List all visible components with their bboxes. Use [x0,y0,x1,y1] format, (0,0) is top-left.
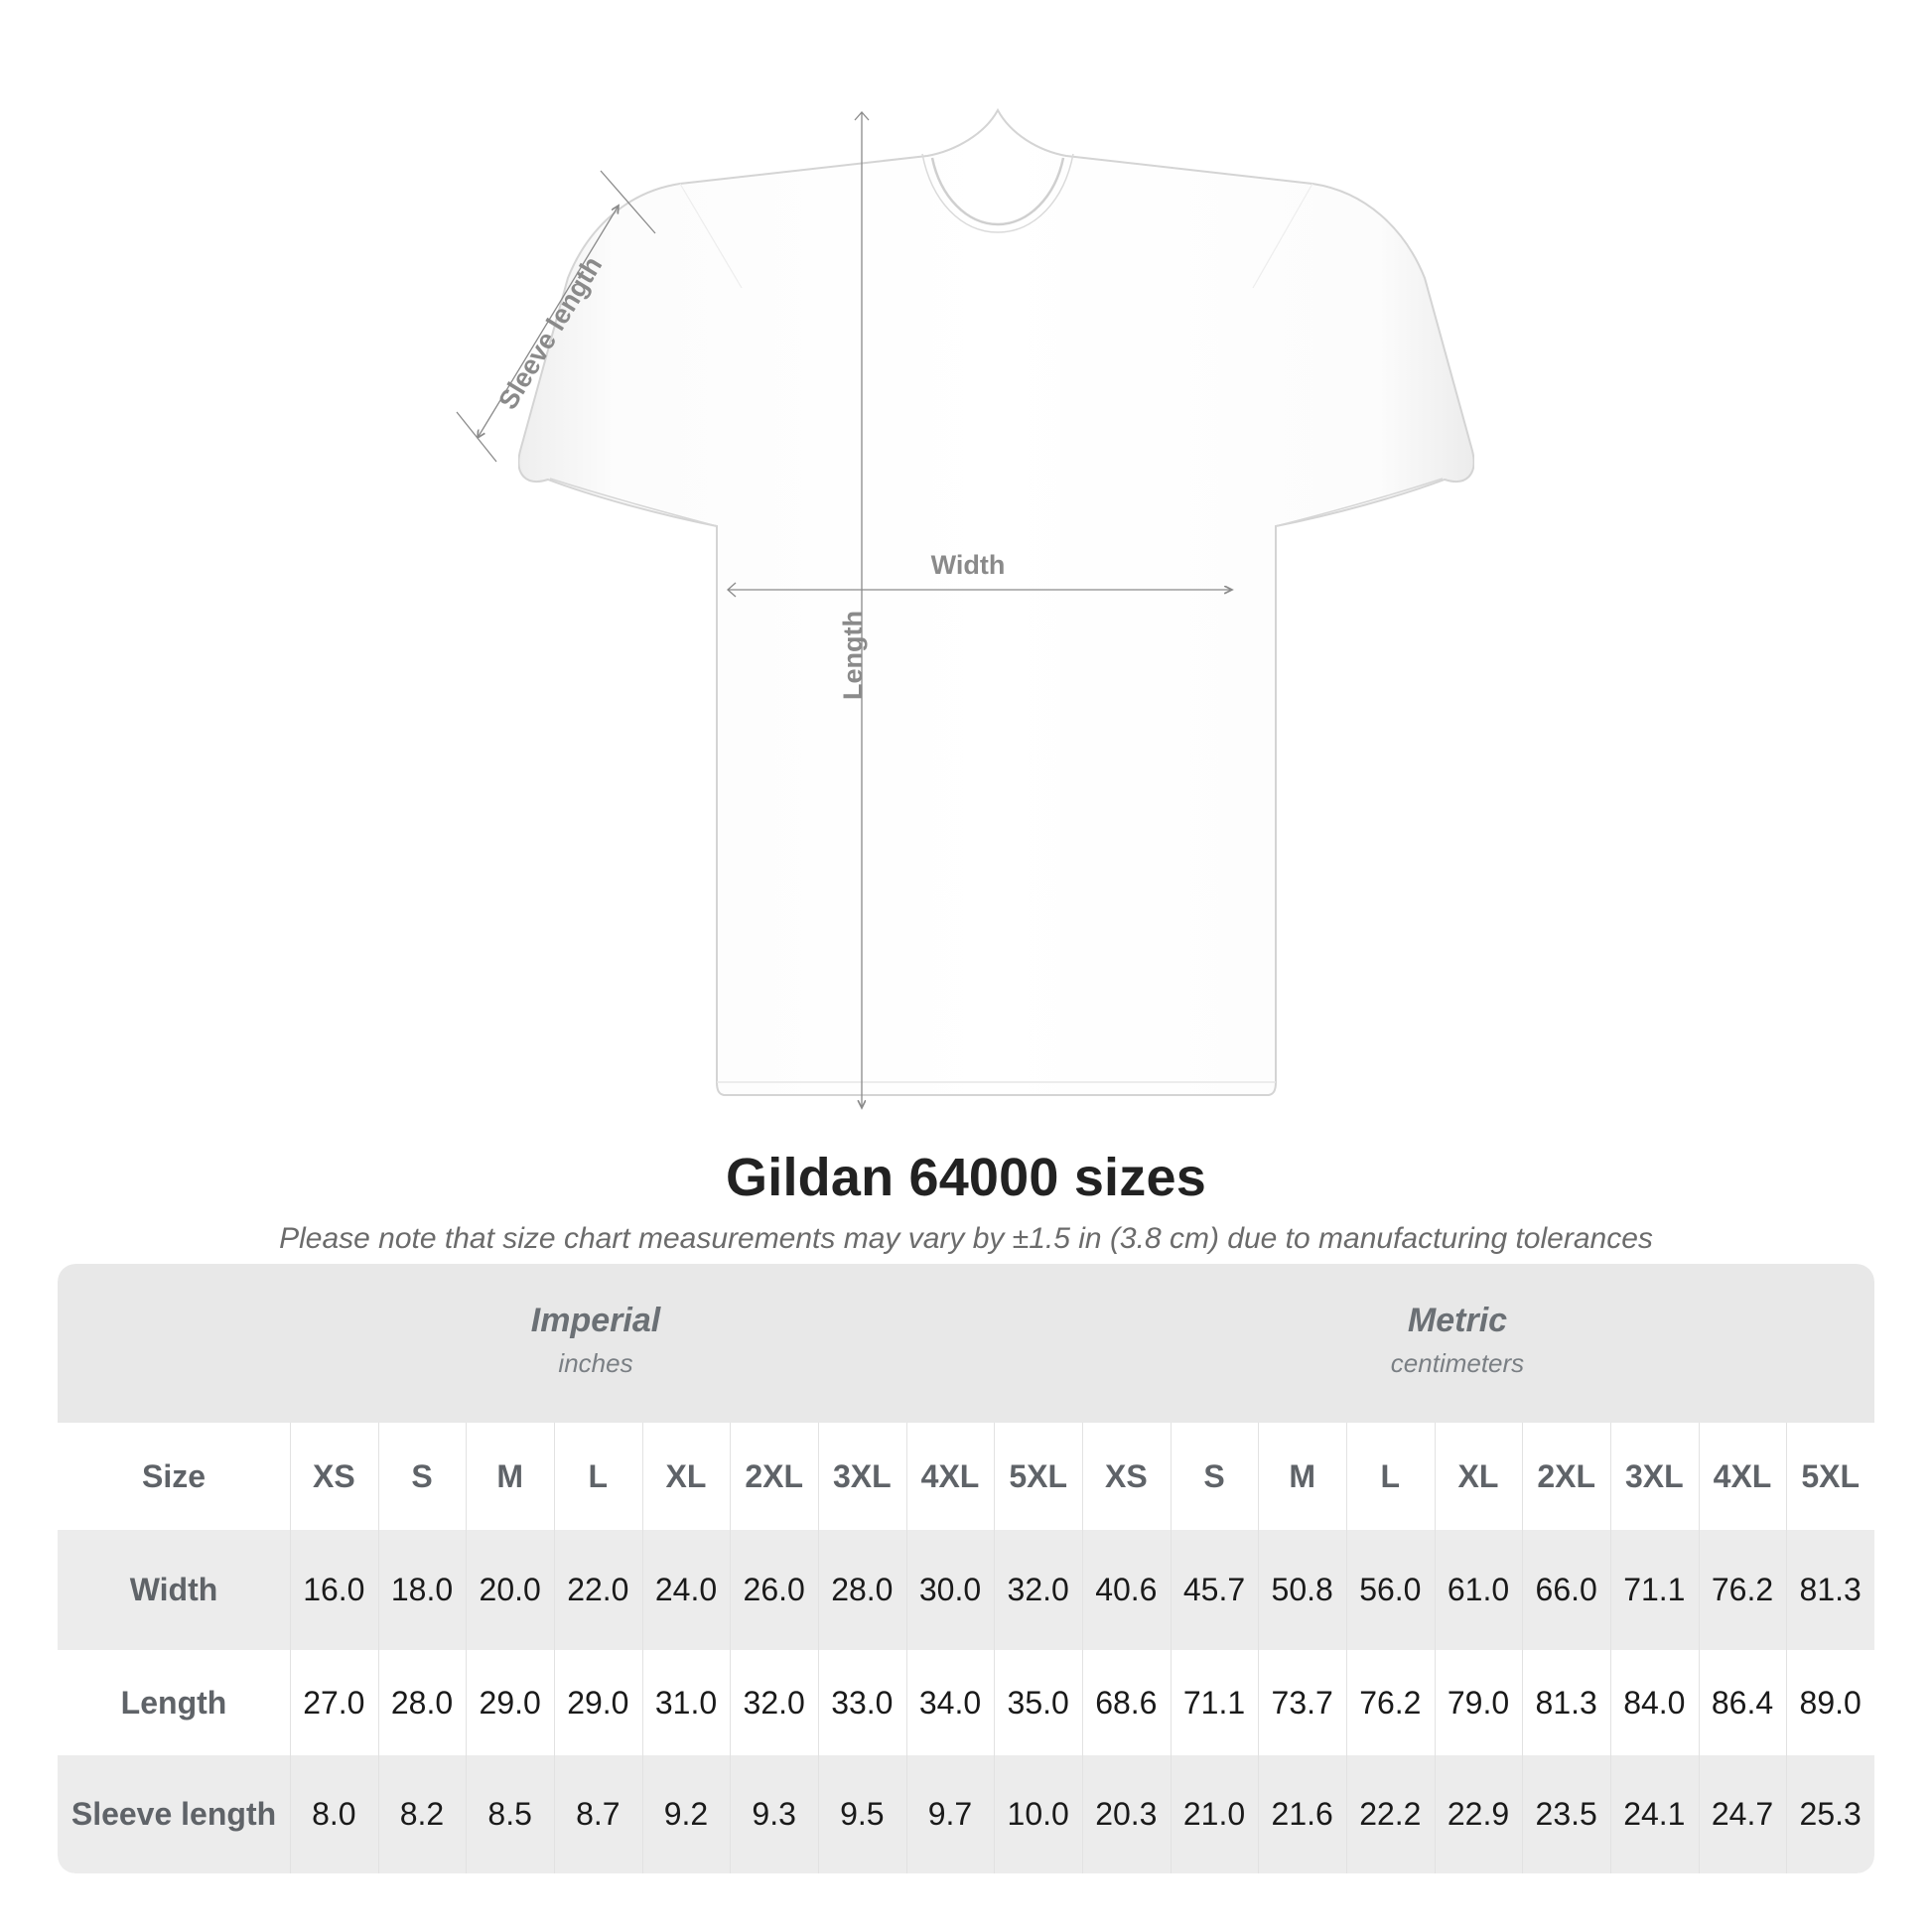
svg-text:Sleeve length: Sleeve length [492,251,608,414]
svg-text:Width: Width [931,550,1006,580]
svg-text:Length: Length [838,611,868,700]
